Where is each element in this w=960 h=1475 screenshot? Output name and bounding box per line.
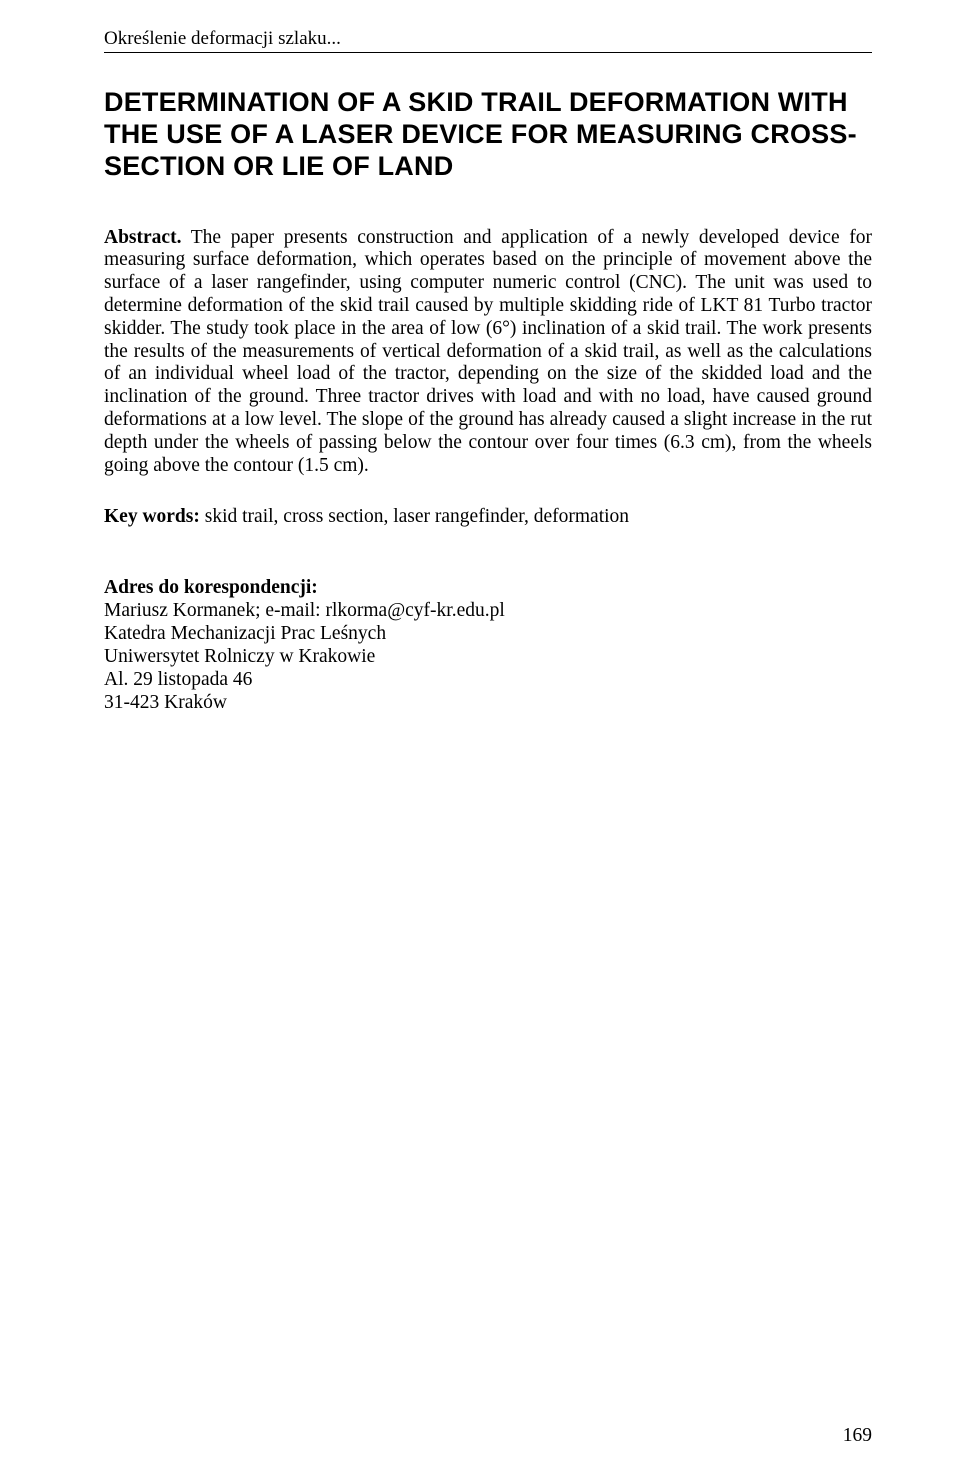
correspondence-university: Uniwersytet Rolniczy w Krakowie: [104, 645, 872, 668]
correspondence-heading: Adres do korespondencji:: [104, 576, 872, 599]
abstract-body: The paper presents construction and appl…: [104, 227, 872, 476]
abstract-lead: Abstract.: [104, 227, 181, 248]
header-rule: [104, 52, 872, 53]
correspondence-department: Katedra Mechanizacji Prac Leśnych: [104, 622, 872, 645]
article-title: DETERMINATION OF A SKID TRAIL DEFORMATIO…: [104, 87, 872, 183]
page: Określenie deformacji szlaku... DETERMIN…: [0, 0, 960, 1475]
correspondence-block: Adres do korespondencji: Mariusz Kormane…: [104, 576, 872, 714]
correspondence-city: 31-423 Kraków: [104, 691, 872, 714]
keywords-body: skid trail, cross section, laser rangefi…: [200, 506, 629, 527]
page-number: 169: [843, 1425, 872, 1447]
keywords: Key words: skid trail, cross section, la…: [104, 506, 872, 528]
abstract: Abstract. The paper presents constructio…: [104, 227, 872, 478]
correspondence-author-email: Mariusz Kormanek; e-mail: rlkorma@cyf-kr…: [104, 599, 872, 622]
running-header: Określenie deformacji szlaku...: [104, 28, 872, 50]
keywords-lead: Key words:: [104, 506, 200, 527]
correspondence-street: Al. 29 listopada 46: [104, 668, 872, 691]
